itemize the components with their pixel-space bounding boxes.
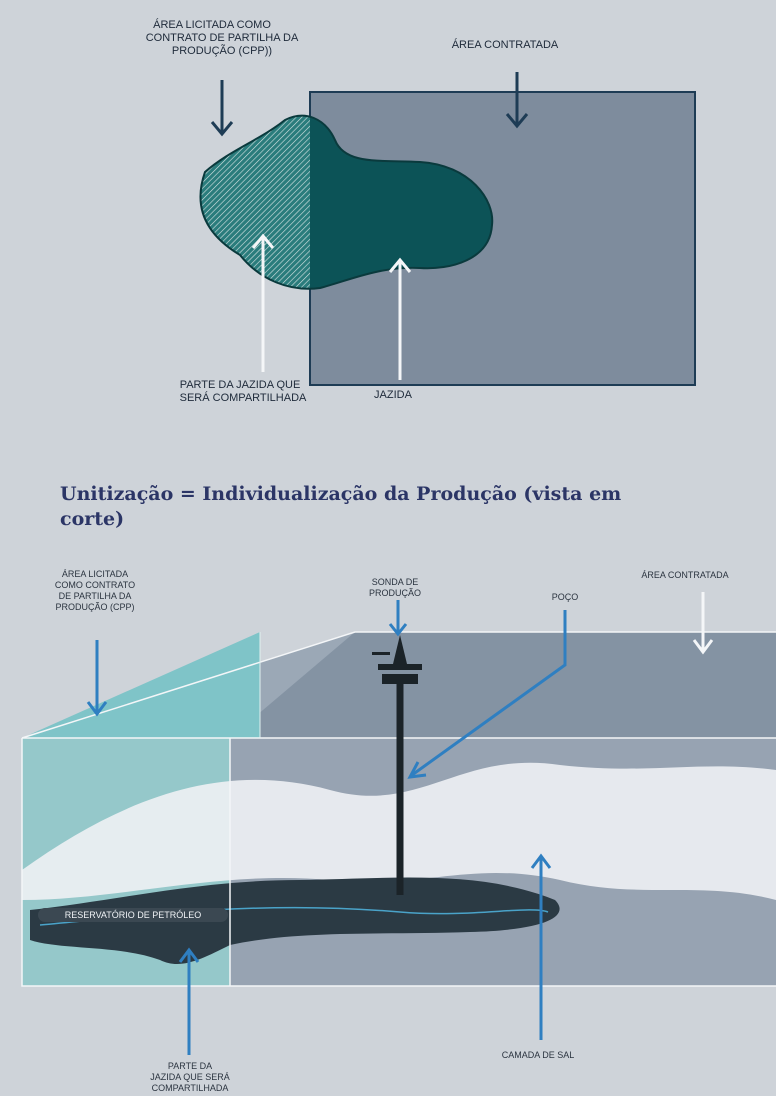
deposit-outline [199,114,494,290]
label: SONDA DE [372,577,419,587]
box-edge [21,631,776,739]
shared-deposit [200,115,310,289]
label: SERÁ COMPARTILHADA [180,391,307,404]
label: PARTE DA JAZIDA QUE [180,379,301,391]
label: CAMADA DE SAL [502,1050,575,1060]
label: JAZIDA [374,389,413,401]
label: COMO CONTRATO [55,580,135,590]
label: ÁREA CONTRATADA [641,570,728,580]
arrows-up [251,233,412,380]
label: POÇO [552,592,579,602]
section-title: corte) [60,508,124,530]
deposit [310,116,493,289]
white-arrow [692,592,714,655]
blue-arrows [86,600,567,1055]
reservoir [30,877,560,965]
label: JAZIDA QUE SERÁ [150,1072,230,1082]
label: COMPARTILHADA [152,1083,229,1093]
cpp-top [22,632,260,738]
section-title: Unitização = Individualização da Produçã… [60,483,621,505]
back-wall [230,632,776,738]
label: PARTE DA [168,1061,212,1071]
label: ÁREA CONTRATADA [452,38,559,51]
label: PRODUÇÃO (CPP)) [172,44,272,57]
rig [372,635,422,684]
label: RESERVATÓRIO DE PETRÓLEO [65,910,202,920]
label: CONTRATO DE PARTILHA DA [146,32,299,44]
reservoir-tag [38,908,228,922]
label: ÁREA LICITADA [62,569,128,579]
box-edge [21,738,776,987]
label: DE PARTILHA DA [59,591,132,601]
label: PRODUÇÃO (CPP) [55,602,134,612]
label: ÁREA LICITADA COMO [153,18,271,31]
arrows [210,72,529,137]
label: PRODUÇÃO [369,588,421,598]
